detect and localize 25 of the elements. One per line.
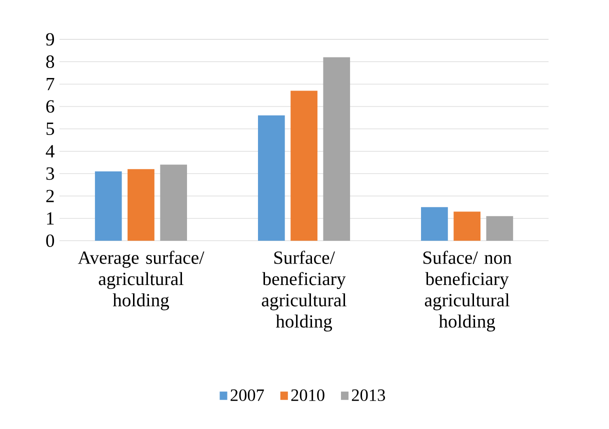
y-tick-label: 6 [46, 100, 54, 113]
bar [160, 164, 188, 241]
bar [421, 207, 448, 241]
legend-label: 2013 [352, 390, 385, 402]
bar [486, 216, 514, 241]
legend-label: 2010 [291, 390, 324, 402]
x-tick-label: Suface/ non beneficiary agricultural holding [423, 250, 512, 332]
y-tick-label: 0 [46, 234, 54, 248]
y-tick-label: 2 [46, 190, 54, 202]
x-tick-label: Average surface/ agricultural holding [78, 250, 204, 310]
bar [323, 57, 350, 241]
y-tick-label: 8 [46, 56, 54, 68]
bar [454, 212, 480, 241]
bar [128, 169, 154, 241]
y-tick-label: 5 [46, 122, 54, 136]
y-tick-label: 1 [47, 212, 54, 225]
x-tick-label: Surface/ beneficiary agricultural holding [262, 250, 346, 332]
y-tick-label: 3 [46, 168, 54, 180]
bar [94, 172, 122, 241]
y-tick-label: 9 [46, 33, 54, 46]
bar [258, 116, 285, 241]
bar [290, 90, 318, 241]
y-tick-label: 4 [46, 145, 54, 158]
legend-label: 2007 [230, 390, 264, 402]
y-tick-label: 7 [46, 78, 54, 90]
